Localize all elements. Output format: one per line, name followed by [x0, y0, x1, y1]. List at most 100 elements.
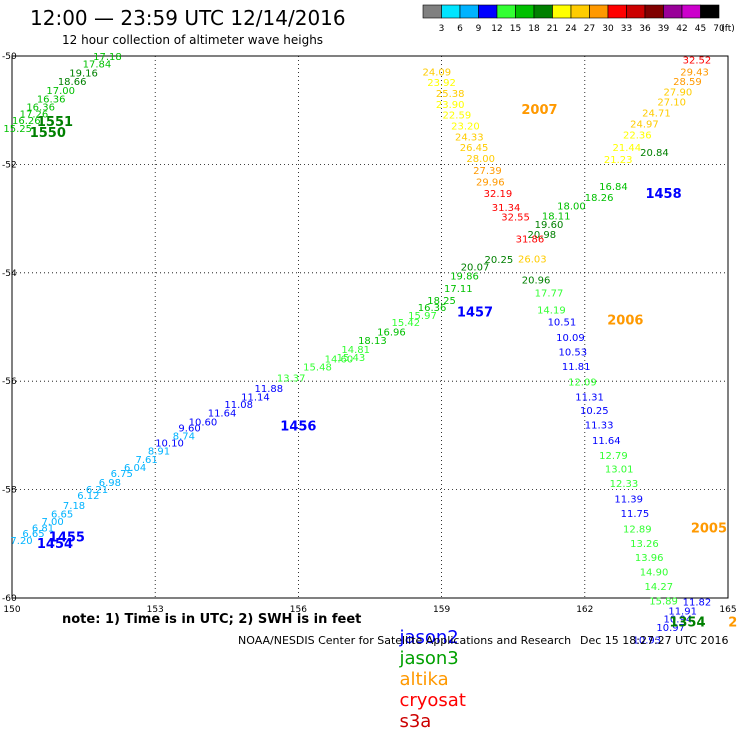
scale-label: 27 — [584, 24, 595, 34]
wave-height-value: 10.53 — [559, 347, 588, 358]
wave-height-value: 10.10 — [155, 439, 184, 450]
wave-height-value: 15.42 — [391, 318, 420, 329]
wave-height-value: 26.45 — [460, 143, 489, 154]
wave-height-value: 8.74 — [173, 431, 195, 442]
pass-number-label: 2005 — [691, 522, 727, 537]
wave-height-value: 17.77 — [535, 288, 564, 299]
wave-height-value: 28.00 — [466, 154, 495, 165]
pass-number-label: 2 — [728, 615, 737, 630]
y-tick-label: -50 — [2, 52, 17, 62]
scale-label: 70 — [713, 24, 725, 34]
wave-height-value: 11.64 — [592, 436, 621, 447]
wave-height-value: 23.20 — [451, 121, 480, 132]
wave-height-value: 26.03 — [518, 254, 547, 265]
wave-height-value: 24.97 — [630, 119, 659, 130]
wave-height-value: 13.01 — [605, 465, 634, 476]
y-tick-label: -52 — [2, 160, 17, 170]
wave-height-value: 22.59 — [443, 111, 472, 122]
satellite-cryosat: cryosat — [399, 690, 466, 711]
footnote: note: 1) Time is in UTC; 2) SWH is in fe… — [62, 612, 362, 627]
pass-number-label: 1455 — [49, 530, 85, 545]
scale-label: (ft) — [721, 24, 735, 34]
wave-height-value: 8.91 — [148, 447, 170, 458]
page-title: 12:00 — 23:59 UTC 12/14/2016 — [30, 6, 346, 30]
wave-height-value: 13.96 — [635, 553, 664, 564]
pass-number-label: 1354 — [669, 615, 705, 630]
wave-height-value: 20.07 — [461, 262, 490, 273]
color-scale-legend: 3 6 9 12 15 18 21 24 27 30 33 36 39 42 45 70(ft) — [422, 4, 735, 34]
x-tick-label: 153 — [147, 605, 164, 615]
pass-number-label: 1457 — [457, 305, 493, 320]
wave-height-value: 16.96 — [377, 327, 406, 338]
satellite-s3a: s3a — [399, 711, 432, 732]
wave-height-value: 14.27 — [644, 582, 673, 593]
wave-height-value: 15.97 — [408, 311, 437, 322]
wave-height-value: 20.25 — [485, 255, 514, 266]
wave-height-value: 11.75 — [621, 509, 650, 520]
wave-height-value: 11.31 — [575, 392, 604, 403]
scale-label: 9 — [476, 24, 482, 34]
wave-height-value: 15.89 — [649, 596, 678, 607]
wave-height-value: 24.71 — [642, 108, 671, 119]
wave-height-value: 6.65 — [51, 510, 73, 521]
wave-height-value: 11.33 — [585, 421, 614, 432]
pass-number-label: 1456 — [280, 420, 316, 435]
wave-height-value: 14.90 — [640, 568, 669, 579]
wave-height-value: 12.89 — [623, 525, 652, 536]
wave-height-value: 17.00 — [46, 86, 75, 97]
wave-height-value: 9.60 — [178, 423, 200, 434]
satellite-legend: jason2 jason3 altika cryosat s3a — [388, 606, 475, 732]
satellite-jason2: jason2 — [399, 627, 459, 648]
wave-height-value: 18.13 — [358, 336, 387, 347]
credit-line: NOAA/NESDIS Center for Satellite Applica… — [238, 634, 572, 647]
wave-height-value: 31.34 — [492, 203, 521, 214]
wave-height-value: 6.04 — [124, 463, 146, 474]
wave-height-value: 18.66 — [58, 77, 87, 88]
wave-height-value: 20.98 — [528, 230, 557, 241]
wave-height-value: 10.93 — [633, 635, 662, 646]
scale-label: 6 — [457, 24, 463, 34]
wave-height-value: 16.84 — [599, 182, 628, 193]
scale-label: 24 — [565, 24, 577, 34]
pass-number-label: 2007 — [521, 103, 557, 118]
wave-height-value: 6.12 — [77, 491, 99, 502]
wave-height-value: 32.19 — [484, 189, 513, 200]
wave-height-value: 24.33 — [455, 132, 484, 143]
pass-number-label: 1551 — [37, 115, 73, 130]
wave-height-value: 17.11 — [444, 284, 473, 295]
wave-height-value: 18.00 — [557, 202, 586, 213]
wave-height-value: 27.10 — [657, 98, 686, 109]
wave-height-value: 10.25 — [580, 406, 609, 417]
wave-height-value: 7.20 — [10, 536, 32, 547]
wave-height-value: 17.84 — [83, 60, 112, 71]
wave-height-map: 150 153 156 159 162 165 -50 -52 -54 -56 -58 -60 17.1… — [2, 52, 737, 646]
wave-height-value: 31.86 — [516, 235, 545, 246]
y-tick-label: -54 — [2, 269, 17, 279]
wave-height-value: 17.18 — [93, 52, 122, 63]
x-tick-label: 159 — [433, 605, 450, 615]
wave-height-value: 11.39 — [614, 494, 643, 505]
map-frame — [11, 55, 729, 599]
pass-number-label: 1458 — [645, 187, 681, 202]
wave-height-value: 15.25 — [3, 124, 32, 135]
scale-label: 42 — [676, 24, 687, 34]
wave-height-value: 27.39 — [473, 166, 502, 177]
wave-height-value: 11.88 — [254, 384, 283, 395]
wave-height-value: 16.36 — [37, 94, 66, 105]
wave-height-value: 11.14 — [241, 392, 270, 403]
wave-height-value: 6.65 — [22, 529, 44, 540]
wave-height-value: 16.36 — [418, 303, 447, 314]
scale-label: 36 — [639, 24, 651, 34]
wave-height-value: 21.44 — [612, 143, 641, 154]
x-tick-label: 165 — [719, 605, 736, 615]
wave-height-value: 12.09 — [568, 377, 597, 388]
wave-height-value: 15.48 — [303, 363, 332, 374]
satellite-jason3: jason3 — [399, 648, 459, 669]
scale-label: 30 — [602, 24, 614, 34]
page-subtitle: 12 hour collection of altimeter wave hei… — [62, 33, 324, 47]
pass-number-label: 1454 — [37, 537, 73, 552]
wave-height-value: 20.96 — [522, 275, 551, 286]
wave-height-value: 11.08 — [224, 400, 253, 411]
wave-height-value: 19.16 — [69, 68, 98, 79]
wave-height-value: 19.86 — [450, 272, 479, 283]
